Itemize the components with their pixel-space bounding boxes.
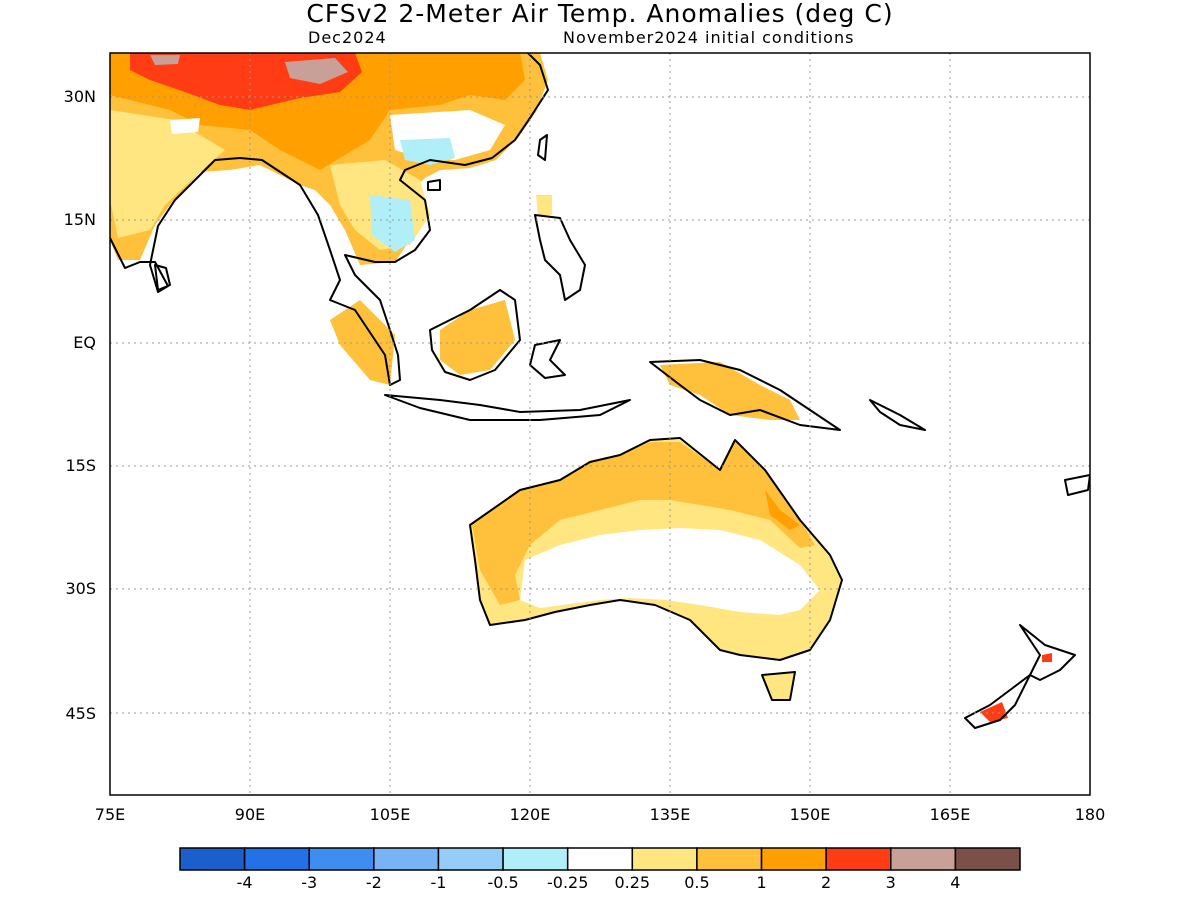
map-frame <box>109 52 1091 796</box>
solomons-coast <box>869 399 926 431</box>
colorbar-label: 0.25 <box>614 873 650 892</box>
lon-tick: 75E <box>95 805 125 824</box>
colorbar-swatch <box>243 847 310 871</box>
latitude-labels: 30N 15N EQ 15S 30S 45S <box>64 87 96 723</box>
lon-tick: 180 <box>1075 805 1106 824</box>
nz-hot-fill-2 <box>1042 653 1052 662</box>
australia-coast <box>469 437 843 661</box>
lat-tick: 45S <box>65 704 96 723</box>
australia-white-interior <box>520 528 820 615</box>
new-guinea-warm-fill <box>660 362 800 420</box>
colorbar-swatch <box>760 847 827 871</box>
fiji-coast <box>1064 474 1090 496</box>
colorbar-swatch <box>890 847 957 871</box>
hainan-coast <box>427 179 441 191</box>
colorbar-swatch <box>696 847 763 871</box>
tibet-max-fill <box>285 58 348 84</box>
china-cool-patch <box>400 138 455 165</box>
colorbar-label: -1 <box>430 873 446 892</box>
colorbar-swatch <box>308 847 375 871</box>
india-white-patch <box>170 118 200 134</box>
colorbar-swatch <box>502 847 569 871</box>
colorbar-label: 1 <box>756 873 766 892</box>
colorbar-label: 0.5 <box>684 873 709 892</box>
indochina-cool-patch <box>370 195 415 252</box>
lon-tick: 90E <box>235 805 265 824</box>
lat-tick: 30N <box>64 87 96 106</box>
colorbar-label: -3 <box>301 873 317 892</box>
colorbar-swatch <box>954 847 1021 871</box>
colorbar-label: -2 <box>366 873 382 892</box>
lon-tick: 165E <box>930 805 971 824</box>
colorbar-swatch <box>179 847 246 871</box>
colorbar-swatch <box>825 847 892 871</box>
colorbar-label: 3 <box>886 873 896 892</box>
colorbar-swatch <box>566 847 634 871</box>
tasmania-coast <box>761 671 796 701</box>
lat-tick: 30S <box>65 579 96 598</box>
borneo-warm-fill <box>440 300 515 375</box>
asia-coastline <box>110 53 549 386</box>
colorbar-swatch <box>631 847 698 871</box>
lat-tick: 15S <box>65 456 96 475</box>
java-coast <box>384 394 631 421</box>
lon-tick: 120E <box>510 805 551 824</box>
coastlines <box>110 53 1090 729</box>
anomaly-shading <box>110 53 1052 722</box>
lat-tick: 15N <box>64 210 96 229</box>
colorbar <box>179 847 1021 871</box>
borneo-coast <box>429 289 521 381</box>
lat-tick: EQ <box>73 333 96 352</box>
colorbar-swatch <box>373 847 440 871</box>
colorbar-label: 2 <box>821 873 831 892</box>
new-guinea-coast <box>649 359 841 431</box>
colorbar-label: 4 <box>950 873 960 892</box>
philippines-coast <box>534 214 586 301</box>
sulawesi-coast <box>529 339 566 379</box>
australia-hot-fill <box>765 490 800 530</box>
colorbar-swatch <box>437 847 504 871</box>
chart-title: CFSv2 2-Meter Air Temp. Anomalies (deg C… <box>306 0 894 28</box>
taiwan-coast <box>537 134 548 161</box>
tibet-max-fill-2 <box>150 55 180 65</box>
australia-warm-fill <box>472 442 815 605</box>
colorbar-label: -4 <box>237 873 253 892</box>
lon-tick: 150E <box>790 805 831 824</box>
lon-tick: 135E <box>650 805 691 824</box>
init-conditions-label: November2024 initial conditions <box>563 28 855 47</box>
graticule <box>110 53 1090 795</box>
nz-north-coast <box>1019 624 1076 681</box>
india-mild-fill <box>110 110 225 238</box>
sri-lanka-coast <box>154 264 171 291</box>
colorbar-label: -0.5 <box>487 873 518 892</box>
colorbar-labels: -4 -3 -2 -1 -0.5 -0.25 0.25 0.5 1 2 3 4 <box>237 873 961 892</box>
longitude-labels: 75E 90E 105E 120E 135E 150E 165E 180 <box>95 805 1106 824</box>
philippines-mild-fill <box>536 195 552 215</box>
valid-month-label: Dec2024 <box>308 28 387 47</box>
nz-south-coast <box>964 674 1031 729</box>
lon-tick: 105E <box>370 805 411 824</box>
colorbar-label: -0.25 <box>547 873 588 892</box>
nz-hot-fill <box>980 702 1008 722</box>
